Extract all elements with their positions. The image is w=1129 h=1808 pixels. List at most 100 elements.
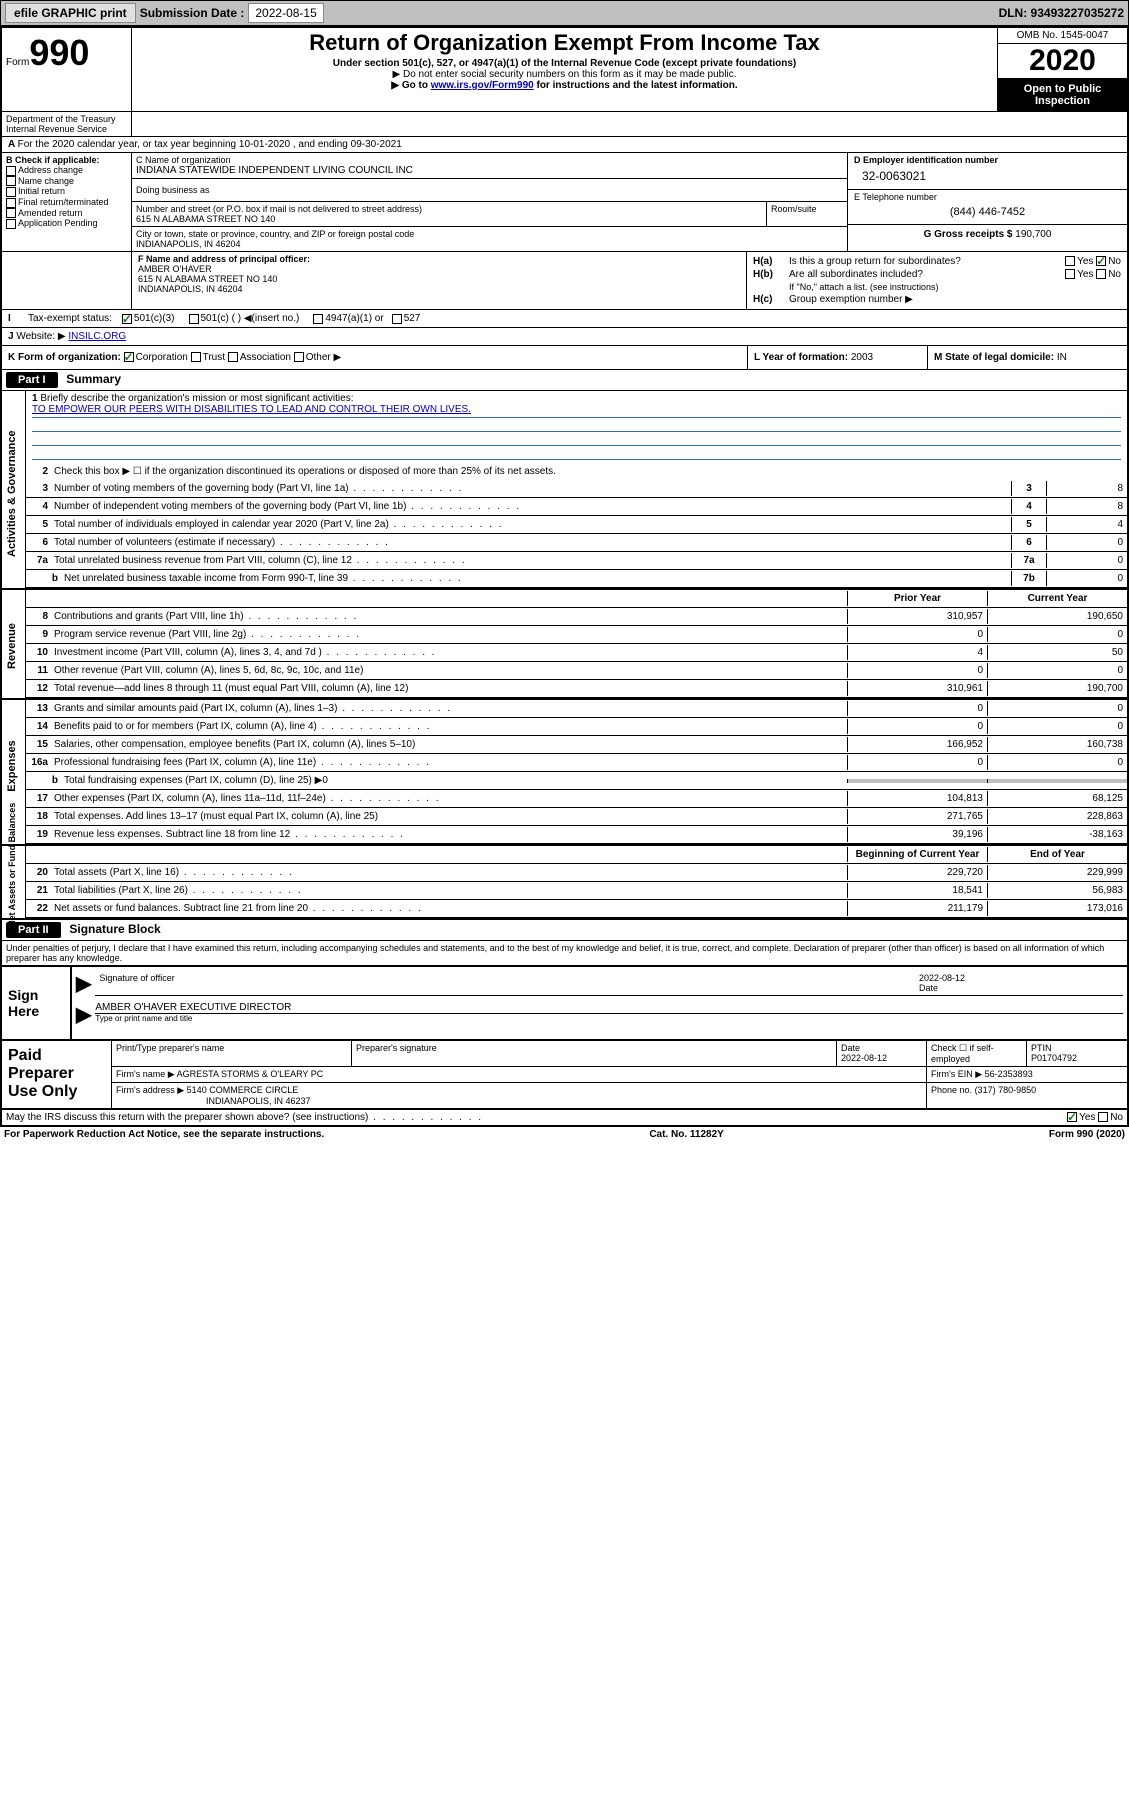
line15-current: 160,738 xyxy=(987,737,1127,752)
ha-yes[interactable] xyxy=(1065,256,1075,266)
hb-yes[interactable] xyxy=(1065,269,1075,279)
arrow-icon-2: ▶ xyxy=(76,1002,95,1027)
irs-discuss-row: May the IRS discuss this return with the… xyxy=(2,1110,1127,1125)
line12-current: 190,700 xyxy=(987,681,1127,696)
line10-current: 50 xyxy=(987,645,1127,660)
addr-label: Number and street (or P.O. box if mail i… xyxy=(136,204,762,214)
room-label: Room/suite xyxy=(767,202,847,226)
endyear-header: End of Year xyxy=(987,847,1127,862)
line22-prior: 211,179 xyxy=(847,901,987,916)
addr-value: 615 N ALABAMA STREET NO 140 xyxy=(136,214,762,224)
check-address-change[interactable] xyxy=(6,166,16,176)
ptin-value: P01704792 xyxy=(1031,1053,1077,1063)
line22-current: 173,016 xyxy=(987,901,1127,916)
officer-name: AMBER O'HAVER xyxy=(138,264,740,274)
ha-text: Is this a group return for subordinates? xyxy=(789,256,961,267)
efile-button[interactable]: efile GRAPHIC print xyxy=(5,3,136,23)
self-employed-check[interactable]: Check ☐ if self-employed xyxy=(927,1041,1027,1066)
check-501c3[interactable] xyxy=(122,314,132,324)
preparer-sig-label: Preparer's signature xyxy=(352,1041,837,1066)
line18-current: 228,863 xyxy=(987,809,1127,824)
officer-addr2: INDIANAPOLIS, IN 46204 xyxy=(138,284,740,294)
row-j: J Website: ▶ INSILC.ORG xyxy=(2,328,1127,346)
line3-val: 8 xyxy=(1047,483,1127,494)
form-title: Return of Organization Exempt From Incom… xyxy=(140,30,989,56)
gross-value: 190,700 xyxy=(1015,229,1051,240)
box-h: H(a) Is this a group return for subordin… xyxy=(747,252,1127,309)
ha-no[interactable] xyxy=(1096,256,1106,266)
check-initial-return[interactable] xyxy=(6,187,16,197)
line17-prior: 104,813 xyxy=(847,791,987,806)
hb-text: Are all subordinates included? xyxy=(789,269,923,280)
form-word: Form xyxy=(6,57,29,68)
footer-row: For Paperwork Reduction Act Notice, see … xyxy=(0,1127,1129,1142)
tax-period: A For the 2020 calendar year, or tax yea… xyxy=(2,136,1127,153)
check-other[interactable] xyxy=(294,352,304,362)
dept-treasury: Department of the TreasuryInternal Reven… xyxy=(2,112,132,136)
header-row: Form990 Return of Organization Exempt Fr… xyxy=(2,28,1127,111)
subtitle-1: Under section 501(c), 527, or 4947(a)(1)… xyxy=(140,58,989,69)
line5-desc: Total number of individuals employed in … xyxy=(54,517,1011,532)
subtitle-3: ▶ Go to www.irs.gov/Form990 for instruct… xyxy=(140,80,989,91)
line7b-val: 0 xyxy=(1047,573,1127,584)
line17-current: 68,125 xyxy=(987,791,1127,806)
side-netassets: Net Assets or Fund Balances xyxy=(7,847,17,927)
officer-addr1: 615 N ALABAMA STREET NO 140 xyxy=(138,274,740,284)
line21-current: 56,983 xyxy=(987,883,1127,898)
firm-name: AGRESTA STORMS & O'LEARY PC xyxy=(177,1069,324,1079)
line19-prior: 39,196 xyxy=(847,827,987,842)
check-final-return[interactable] xyxy=(6,198,16,208)
check-amended[interactable] xyxy=(6,208,16,218)
dln-text: DLN: 93493227035272 xyxy=(999,6,1124,20)
line5-val: 4 xyxy=(1047,519,1127,530)
line7b-desc: Net unrelated business taxable income fr… xyxy=(64,571,1011,586)
hb-note: If "No," attach a list. (see instruction… xyxy=(753,282,1121,292)
firm-addr1: 5140 COMMERCE CIRCLE xyxy=(187,1085,299,1095)
line11-current: 0 xyxy=(987,663,1127,678)
check-pending[interactable] xyxy=(6,219,16,229)
firm-phone: (317) 780-9850 xyxy=(975,1085,1037,1095)
q2-text: Check this box ▶ ☐ if the organization d… xyxy=(54,464,1127,479)
beginning-header: Beginning of Current Year xyxy=(847,847,987,862)
open-public-badge: Open to PublicInspection xyxy=(998,79,1127,111)
part2-header: Part II Signature Block xyxy=(2,920,1127,940)
firm-ein: 56-2353893 xyxy=(985,1069,1033,1079)
state-domicile: IN xyxy=(1057,352,1067,363)
city-label: City or town, state or province, country… xyxy=(136,229,843,239)
firm-addr2: INDIANAPOLIS, IN 46237 xyxy=(116,1096,311,1106)
check-501c[interactable] xyxy=(189,314,199,324)
print-name-label: Type or print name and title xyxy=(95,1013,1123,1023)
check-assoc[interactable] xyxy=(228,352,238,362)
tax-year: 2020 xyxy=(998,44,1127,79)
officer-label: F Name and address of principal officer: xyxy=(138,254,740,264)
line19-current: -38,163 xyxy=(987,827,1127,842)
dba-label: Doing business as xyxy=(132,179,847,202)
header-right: OMB No. 1545-0047 2020 Open to PublicIns… xyxy=(997,28,1127,111)
hb-no[interactable] xyxy=(1096,269,1106,279)
check-527[interactable] xyxy=(392,314,402,324)
penalties-text: Under penalties of perjury, I declare th… xyxy=(2,940,1127,965)
cat-no: Cat. No. 11282Y xyxy=(649,1129,723,1140)
hb-label: H(b) xyxy=(753,269,789,280)
row-i: I Tax-exempt status: 501(c)(3) 501(c) ( … xyxy=(2,310,1127,328)
check-corp[interactable] xyxy=(124,352,134,362)
line8-current: 190,650 xyxy=(987,609,1127,624)
box-d-e-g: D Employer identification number 32-0063… xyxy=(847,153,1127,251)
line21-prior: 18,541 xyxy=(847,883,987,898)
check-name-change[interactable] xyxy=(6,176,16,186)
officer-print-name: AMBER O'HAVER EXECUTIVE DIRECTOR xyxy=(95,1002,1123,1013)
website-link[interactable]: INSILC.ORG xyxy=(68,331,126,342)
omb-number: OMB No. 1545-0047 xyxy=(998,28,1127,44)
discuss-no[interactable] xyxy=(1098,1112,1108,1122)
discuss-yes[interactable] xyxy=(1067,1112,1077,1122)
irs-link[interactable]: www.irs.gov/Form990 xyxy=(431,80,534,91)
check-trust[interactable] xyxy=(191,352,201,362)
block-f-h: F Name and address of principal officer:… xyxy=(2,252,1127,310)
ein-value: 32-0063021 xyxy=(854,165,1121,187)
prior-year-header: Prior Year xyxy=(847,591,987,606)
line9-current: 0 xyxy=(987,627,1127,642)
check-4947[interactable] xyxy=(313,314,323,324)
city-value: INDIANAPOLIS, IN 46204 xyxy=(136,239,843,249)
box-b-label: B Check if applicable: xyxy=(6,155,127,165)
submission-label: Submission Date : xyxy=(140,6,245,20)
